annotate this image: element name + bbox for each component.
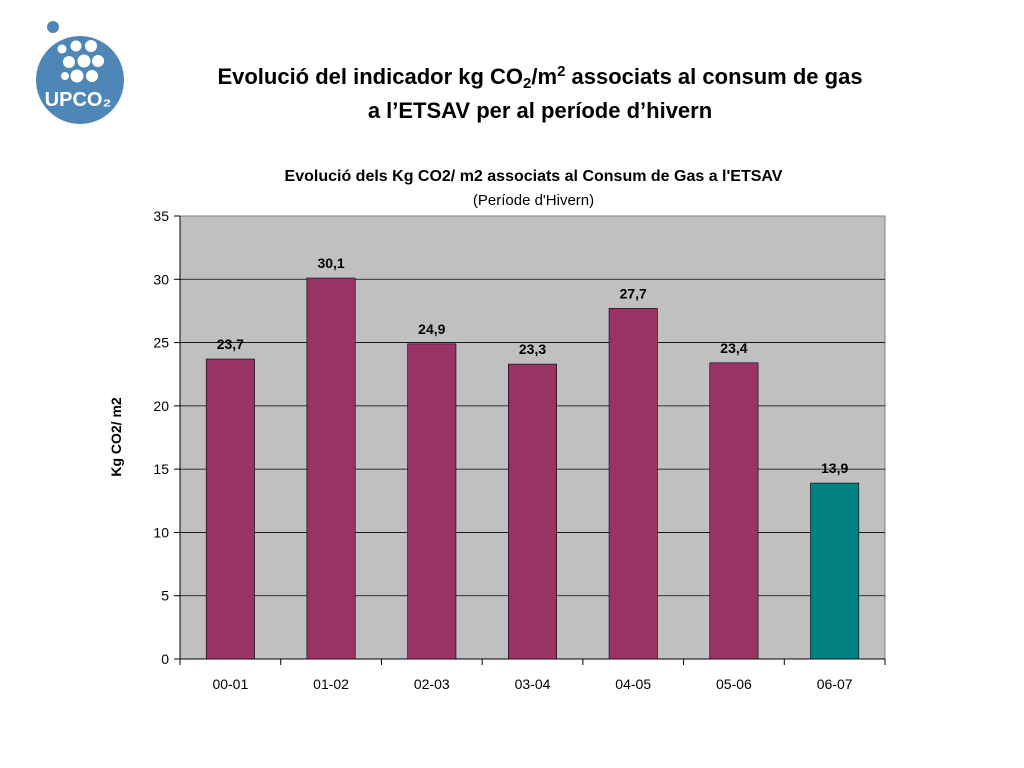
slide-title: Evolució del indicador kg CO2/m2 associa… — [130, 60, 950, 128]
bar — [205, 358, 255, 660]
y-tick-label: 25 — [153, 335, 169, 351]
slide-title-line2: a l’ETSAV per al període d’hivern — [367, 98, 713, 123]
data-label: 27,7 — [620, 285, 647, 301]
logo-small-dot — [47, 21, 59, 33]
y-axis-label: Kg CO2/ m2 — [108, 397, 124, 477]
bar — [608, 308, 658, 660]
x-tick-label: 01-02 — [313, 676, 349, 692]
data-label: 30,1 — [317, 255, 344, 271]
y-tick-label: 35 — [153, 208, 169, 224]
data-label: 24,9 — [418, 321, 445, 337]
logo-dots — [57, 40, 104, 83]
data-label: 23,7 — [217, 336, 244, 352]
y-tick-label: 10 — [153, 524, 169, 540]
bar — [709, 362, 759, 660]
data-label: 23,4 — [720, 340, 747, 356]
bar — [508, 363, 557, 660]
y-tick-label: 5 — [161, 588, 169, 604]
bar — [407, 343, 457, 660]
x-tick-label: 05-06 — [716, 676, 752, 692]
x-tick-label: 00-01 — [212, 676, 248, 692]
x-tick-label: 02-03 — [414, 676, 450, 692]
data-label: 23,3 — [519, 341, 546, 357]
y-tick-label: 20 — [153, 398, 169, 414]
data-label: 13,9 — [821, 460, 848, 476]
y-tick-label: 0 — [161, 651, 169, 667]
x-tick-label: 03-04 — [515, 676, 551, 692]
chart-title: Evolució dels Kg CO2/ m2 associats al Co… — [285, 168, 783, 185]
bar — [306, 277, 356, 660]
y-tick-label: 15 — [153, 461, 169, 477]
upco2-logo: UPCO₂ — [36, 21, 124, 124]
chart-subtitle: (Període d'Hivern) — [473, 192, 594, 209]
logo-text: UPCO₂ — [45, 89, 112, 111]
x-tick-label: 06-07 — [817, 676, 853, 692]
bar — [810, 482, 860, 660]
slide-title-line1: Evolució del indicador kg CO2/m2 associa… — [217, 63, 863, 92]
x-tick-label: 04-05 — [615, 676, 651, 692]
y-tick-label: 30 — [153, 271, 169, 287]
